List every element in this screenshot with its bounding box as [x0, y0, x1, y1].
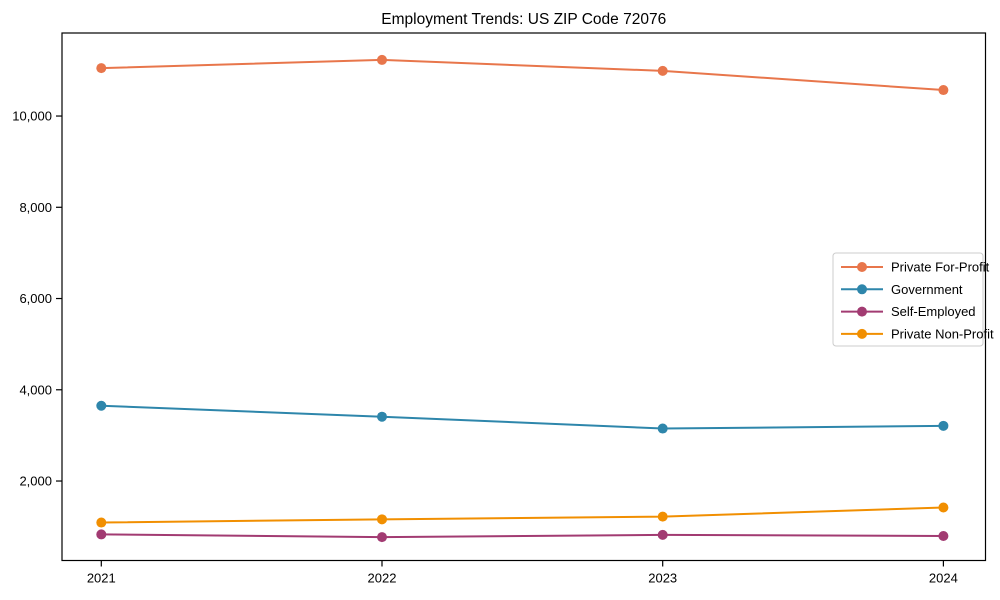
x-tick-label: 2021 [87, 571, 116, 586]
y-tick-label: 4,000 [19, 382, 52, 397]
series-line-private-non-profit [101, 506, 944, 524]
legend-label-self-employed: Self-Employed [891, 304, 976, 319]
data-point-private-for-profit-2024 [938, 85, 949, 96]
data-point-private-non-profit-2024 [938, 502, 949, 513]
y-tick-label: 6,000 [19, 291, 52, 306]
series-line-private-for-profit [101, 58, 944, 92]
data-point-self-employed-2022 [376, 532, 387, 543]
legend-marker-icon [857, 284, 867, 295]
data-point-government-2024 [938, 420, 949, 431]
data-point-private-for-profit-2021 [96, 63, 107, 74]
data-point-government-2022 [376, 411, 387, 422]
legend-marker-icon [857, 262, 867, 272]
data-point-self-employed-2023 [657, 529, 668, 540]
data-point-private-non-profit-2023 [657, 511, 668, 522]
legend-marker-icon [857, 328, 867, 339]
data-point-self-employed-2021 [96, 529, 107, 540]
y-tick-label: 10,000 [12, 109, 52, 124]
data-point-self-employed-2024 [938, 531, 949, 542]
data-point-government-2023 [657, 423, 668, 434]
data-point-private-non-profit-2021 [96, 517, 107, 528]
y-tick-label: 8,000 [19, 200, 52, 215]
x-tick-label: 2024 [929, 571, 958, 586]
series-line-self-employed [101, 533, 944, 539]
legend-box [832, 252, 984, 347]
plot-frame [61, 32, 987, 562]
y-tick-label: 2,000 [19, 474, 52, 489]
legend-marker-icon [857, 306, 867, 317]
data-point-private-non-profit-2022 [376, 514, 387, 525]
x-tick-label: 2023 [648, 571, 677, 586]
data-point-private-for-profit-2022 [376, 54, 387, 65]
data-point-government-2021 [96, 400, 107, 411]
legend-label-private-non-profit: Private Non-Profit [891, 326, 994, 341]
x-tick-label: 2022 [368, 571, 397, 586]
series-line-government [101, 404, 944, 430]
legend-label-government: Government [891, 282, 963, 297]
chart-title: Employment Trends: US ZIP Code 72076 [381, 11, 666, 28]
data-point-private-for-profit-2023 [657, 65, 668, 76]
legend-label-private-for-profit: Private For-Profit [891, 260, 990, 275]
